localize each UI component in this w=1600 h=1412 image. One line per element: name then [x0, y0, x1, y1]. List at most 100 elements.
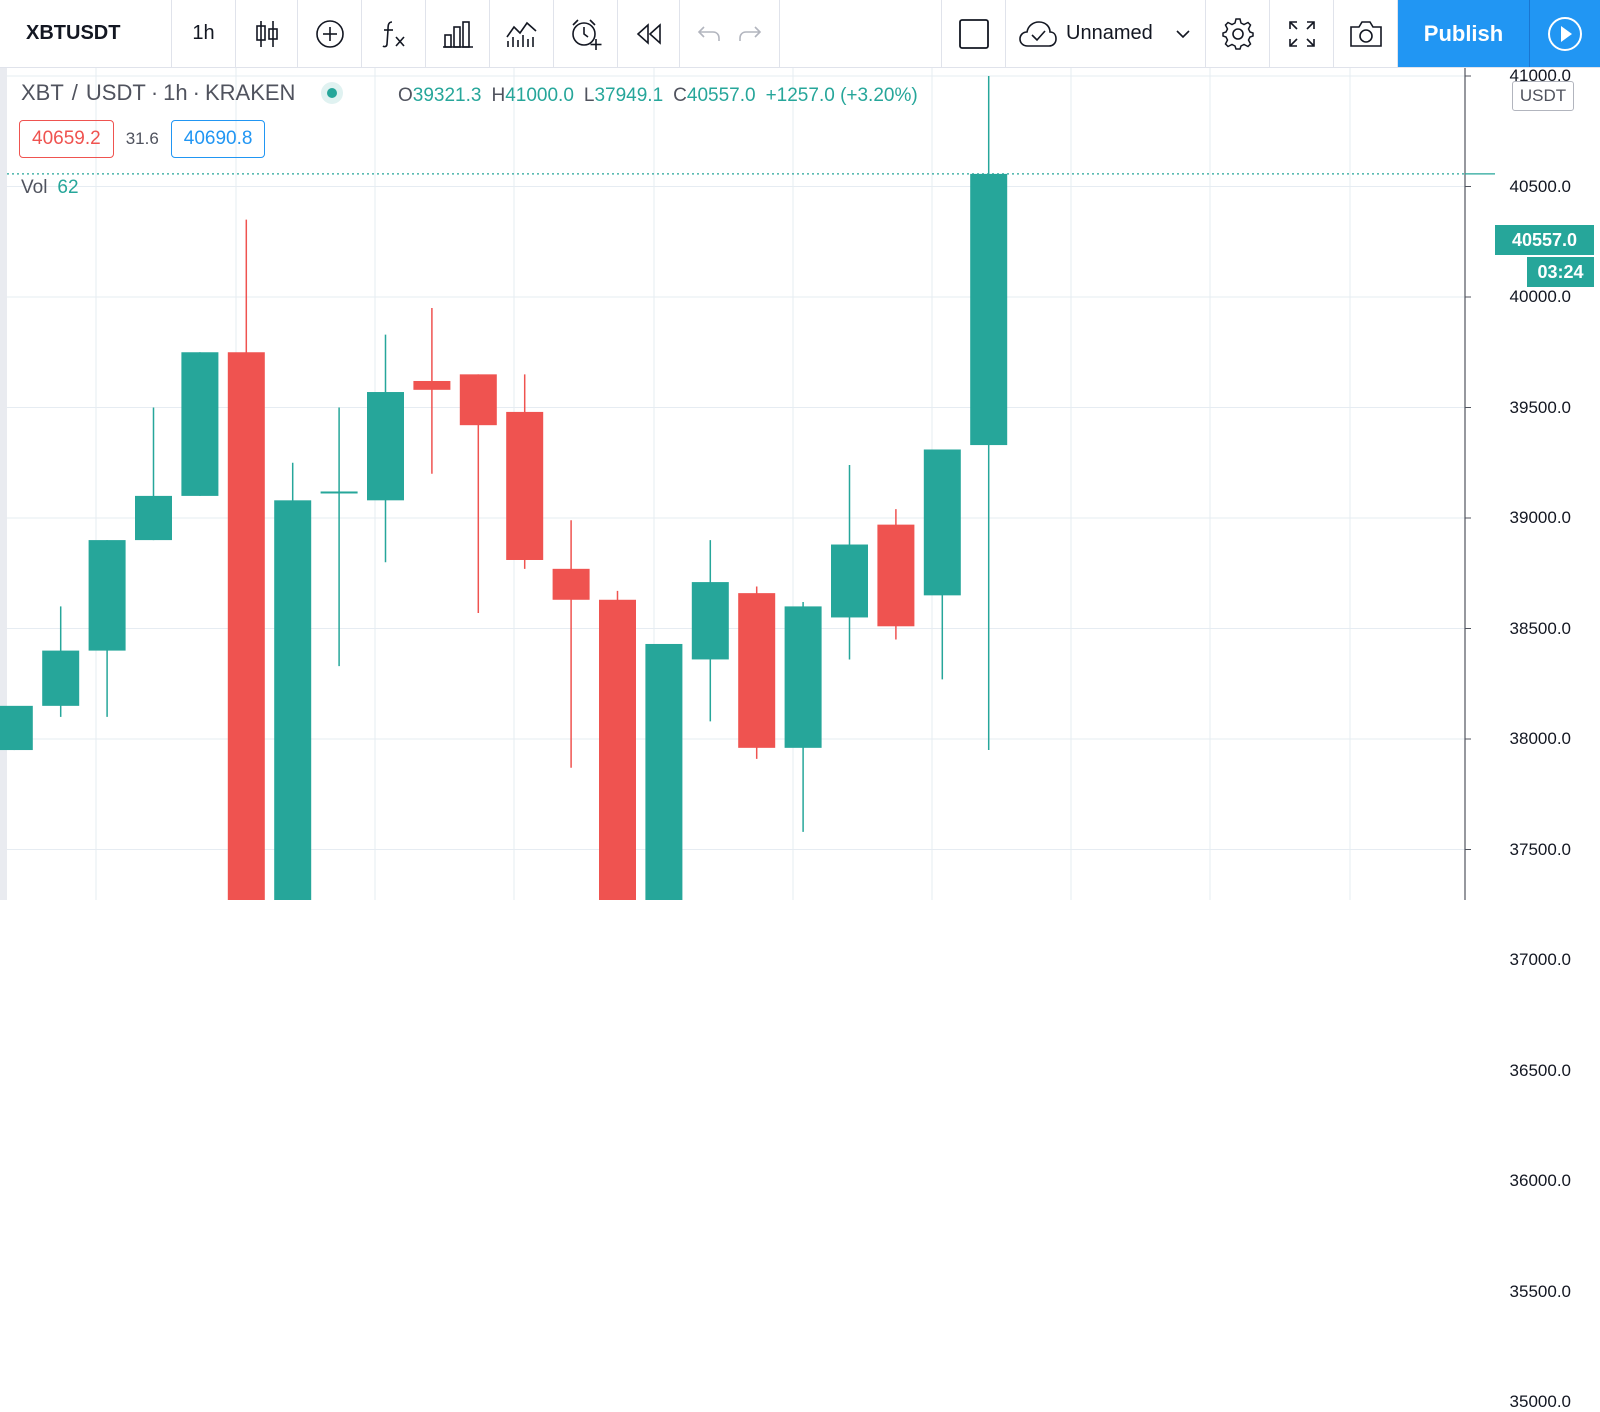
- candle-body: [181, 352, 219, 496]
- sell-price-button[interactable]: 40659.2: [19, 120, 114, 158]
- market-open-indicator: [321, 82, 344, 104]
- redo-icon[interactable]: [737, 24, 763, 44]
- templates-button[interactable]: [490, 0, 554, 67]
- cloud-save-icon: [1019, 20, 1057, 47]
- candles-icon: [255, 20, 278, 47]
- templates-icon: [505, 21, 537, 47]
- interval-button[interactable]: 1h: [172, 0, 236, 67]
- top-toolbar: XBTUSDT 1h Unnamed Publish: [0, 0, 1600, 68]
- interval-label: 1h: [192, 22, 215, 44]
- camera-icon: [1349, 20, 1382, 47]
- publish-button[interactable]: Publish: [1398, 0, 1530, 67]
- save-layout-button[interactable]: Unnamed: [1006, 0, 1206, 67]
- candle-body: [877, 524, 915, 627]
- bar-countdown: 03:24: [1527, 257, 1594, 287]
- legend-interval: 1h: [163, 80, 188, 105]
- compare-add-icon: [315, 19, 344, 48]
- candle-body: [42, 650, 80, 706]
- candle-body: [552, 568, 590, 600]
- legend-base: XBT: [21, 80, 64, 105]
- candle-body: [88, 540, 126, 651]
- layout-select-button[interactable]: [942, 0, 1006, 67]
- axis-label: 36000.0: [1509, 1171, 1571, 1190]
- settings-button[interactable]: [1206, 0, 1270, 67]
- axis-label: 37500.0: [1509, 839, 1571, 859]
- legend-slash: /: [71, 80, 78, 105]
- axis-label: 41000.0: [1509, 66, 1571, 85]
- candle-body: [691, 582, 729, 660]
- axis-label: 38000.0: [1509, 729, 1571, 748]
- change-value: +1257.0 (+3.20%): [765, 85, 918, 106]
- alert-icon: [571, 18, 601, 50]
- candle-body: [274, 500, 312, 900]
- financials-button[interactable]: [426, 0, 490, 67]
- toolbar-spacer: [780, 0, 942, 67]
- candle-body: [831, 544, 868, 618]
- candle-body: [413, 380, 451, 390]
- ohlc-values: O39321.3 H41000.0 L37949.1 C40557.0 +125…: [398, 85, 918, 107]
- symbol-legend[interactable]: XBT / USDT · 1h · KRAKEN: [21, 80, 344, 106]
- spread-value: 31.6: [125, 129, 159, 148]
- symbol-label: XBTUSDT: [26, 22, 121, 44]
- legend-quote: USDT: [85, 80, 146, 105]
- currency-button[interactable]: USDT: [1512, 81, 1574, 111]
- symbol-search-button[interactable]: XBTUSDT: [0, 0, 172, 67]
- candle-body: [320, 491, 358, 494]
- open-key: O: [398, 85, 413, 106]
- high-value: 41000.0: [505, 85, 574, 106]
- undo-redo-group: [680, 0, 780, 67]
- candle-body: [506, 411, 544, 560]
- volume-legend[interactable]: Vol 62: [21, 177, 79, 199]
- low-value: 37949.1: [594, 85, 664, 106]
- legend-dot-2: ·: [192, 80, 200, 105]
- axis-label: 38500.0: [1509, 618, 1571, 638]
- legend-dot-1: ·: [150, 80, 159, 105]
- candle-body: [227, 352, 265, 900]
- candle-body: [738, 593, 776, 748]
- chart-type-button[interactable]: [236, 0, 298, 67]
- fullscreen-button[interactable]: [1270, 0, 1334, 67]
- open-value: 39321.3: [412, 85, 482, 106]
- volume-label: Vol: [21, 177, 48, 198]
- candlestick-chart[interactable]: [0, 68, 1600, 900]
- axis-label: 40500.0: [1509, 176, 1571, 196]
- candle-body: [645, 643, 683, 900]
- candle-body: [367, 392, 404, 501]
- buy-price-button[interactable]: 40690.8: [170, 120, 266, 158]
- undo-icon[interactable]: [696, 24, 722, 44]
- fullscreen-icon: [1288, 20, 1315, 47]
- close-value: 40557.0: [686, 85, 756, 106]
- chevron-down-icon[interactable]: [1175, 29, 1191, 39]
- bar-chart-icon: [442, 20, 473, 48]
- compare-button[interactable]: [298, 0, 362, 67]
- volume-value: 62: [57, 177, 79, 198]
- replay-button[interactable]: [618, 0, 680, 67]
- candle-body: [0, 705, 33, 751]
- axis-label: 39000.0: [1509, 508, 1571, 527]
- layout-name: Unnamed: [1066, 22, 1153, 44]
- window-edge: [0, 68, 7, 900]
- last-price-tag: 40557.0: [1495, 225, 1594, 255]
- alert-button[interactable]: [554, 0, 618, 67]
- screenshot-button[interactable]: [1334, 0, 1398, 67]
- axis-label: 40000.0: [1509, 287, 1571, 306]
- indicators-fx-icon: [381, 20, 405, 47]
- chart-area[interactable]: [0, 68, 1600, 900]
- axis-label: 36500.0: [1509, 1060, 1571, 1080]
- axis-label: 39500.0: [1509, 397, 1571, 417]
- candle-body: [970, 173, 1008, 446]
- high-key: H: [491, 85, 506, 106]
- axis-label: 37000.0: [1509, 950, 1571, 969]
- layout-square-icon: [958, 18, 989, 49]
- low-key: L: [583, 85, 595, 106]
- candle-body: [459, 374, 497, 426]
- candle-body: [135, 495, 172, 541]
- close-key: C: [673, 85, 687, 106]
- axis-label: 35000.0: [1509, 1392, 1571, 1411]
- play-button[interactable]: [1530, 0, 1600, 67]
- candle-body: [784, 606, 822, 748]
- legend-exchange: KRAKEN: [204, 80, 296, 105]
- play-icon: [1548, 16, 1582, 51]
- candle-body: [599, 599, 636, 900]
- indicators-button[interactable]: [362, 0, 426, 67]
